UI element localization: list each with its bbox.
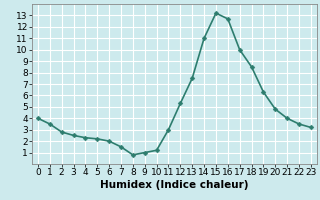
X-axis label: Humidex (Indice chaleur): Humidex (Indice chaleur): [100, 180, 249, 190]
